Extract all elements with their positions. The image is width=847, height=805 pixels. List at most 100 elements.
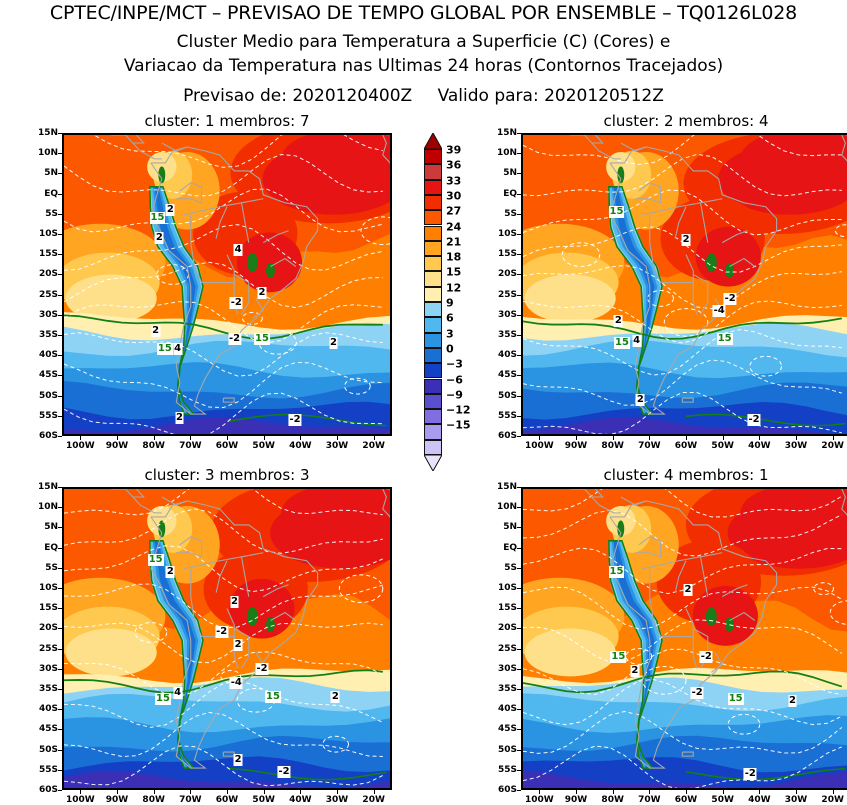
x-axis-tick-label: 40W [748,441,771,451]
x-axis-tick [227,790,228,794]
contour-label: 15 [254,333,270,346]
x-axis-tick [612,436,614,440]
x-axis-tick [80,790,82,794]
y-axis-tick-label: 15N [37,482,58,492]
y-axis-tick [58,507,62,509]
y-axis-tick-label: 45S [497,724,517,735]
x-axis-tick-label: 80W [601,441,624,451]
colorbar-tick-label: −12 [446,403,471,417]
y-axis-tick-label: 40S [38,704,58,715]
contour-label: 2 [683,584,693,596]
y-axis-tick [517,769,521,771]
colorbar-tick-label: 9 [446,296,454,310]
x-axis-tick [227,436,228,440]
contour-label: 2 [165,565,175,578]
y-axis-tick-label: 25S [497,289,517,300]
colorbar-tick-label: 30 [446,189,462,203]
y-axis-tick-label: 25S [38,289,58,300]
x-axis-tick [300,436,302,440]
colorbar-band [424,378,442,394]
y-axis-tick-label: 45S [38,370,58,381]
panel-title-cluster-1: cluster: 1 membros: 7 [144,112,310,130]
colorbar-band [424,363,442,379]
x-axis-tick [539,436,541,440]
colorbar-band [424,302,442,318]
contour-label: 2 [175,411,184,424]
x-axis-tick-label: 20W [821,441,844,451]
colorbar-band [424,424,442,440]
y-axis-tick-label: 45S [497,370,517,381]
y-axis-tick [517,487,521,488]
y-axis-tick [517,628,521,630]
map-panel-cluster-1: 15 2 2 4 2 -2 2 -2 15 15 4 2 2 -2 [62,133,392,436]
y-axis-tick-label: 50S [497,744,517,755]
subtitle-line-2: Variacao da Temperatura nas Ultimas 24 h… [123,56,724,76]
x-axis-tick-label: 80W [142,441,165,451]
y-axis-tick-label: 5S [45,208,58,219]
colorbar-band [424,225,442,241]
contour-label: 15 [716,333,733,346]
colorbar-band [424,194,442,211]
contour-label: 2 [635,393,645,406]
contour-label: 15 [155,693,171,706]
contour-label: 2 [151,324,161,337]
x-axis-tick-label: 50W [711,441,734,451]
y-axis-tick [58,314,62,316]
y-axis-tick [58,628,62,630]
y-axis-tick-label: 10S [38,229,58,239]
x-axis-tick [190,790,192,794]
y-axis-tick-label: 30S [497,663,517,674]
y-axis-tick-label: EQ [44,542,58,553]
colorbar-tick-label: 6 [446,311,454,325]
y-axis-tick-label: 20S [38,269,58,280]
colorbar-band [424,256,442,272]
x-axis-tick-label: 50W [252,441,275,451]
y-axis-tick [58,173,62,175]
contour-label: -2 [743,767,757,780]
y-axis-tick [58,153,62,155]
colorbar-band [424,317,442,333]
y-axis-tick-label: 60S [38,785,58,795]
y-axis-tick [517,213,521,215]
y-axis-tick [58,133,62,134]
map-field-cluster-1 [64,135,390,434]
contour-label: 2 [788,695,797,708]
y-axis-tick [58,709,62,711]
colorbar-tick-label: −9 [446,388,463,402]
colorbar-band [424,409,442,425]
x-axis-tick-label: 60W [674,441,698,451]
x-axis-tick [759,436,761,440]
y-axis-tick-label: 5S [504,562,517,573]
y-axis-tick-label: 15S [38,249,58,260]
y-axis-tick [58,234,62,235]
contour-label: -2 [288,413,302,426]
x-axis-tick [190,436,192,440]
page-title: CPTEC/INPE/MCT – PREVISAO DE TEMPO GLOBA… [49,2,798,24]
colorbar-band [424,179,442,195]
y-axis-tick [517,588,521,589]
colorbar-tick-label: 33 [446,174,462,188]
colorbar-band [424,164,442,180]
x-axis-tick [153,436,155,440]
contour-label: 15 [265,691,281,704]
x-axis-tick [832,436,834,440]
x-axis-tick-label: 80W [142,795,165,805]
contour-label: 15 [610,650,627,663]
contour-label: 2 [154,232,164,245]
contour-label: 15 [149,211,166,224]
y-axis-tick-label: 5N [503,168,517,179]
y-axis-tick-label: 25S [38,643,58,654]
x-axis-tick [832,790,834,794]
y-axis-tick [517,274,521,276]
y-axis-tick [58,729,62,731]
x-axis-tick-label: 30W [784,795,808,805]
colorbar-band [424,393,442,410]
colorbar-tick-label: −15 [446,418,471,432]
colorbar-tick-label: 36 [446,158,462,172]
colorbar-band [424,149,442,165]
contour-label: 4 [173,687,183,700]
contour-label: 4 [173,343,183,356]
x-axis-tick-label: 70W [179,441,202,451]
contour-label: 2 [165,203,175,216]
contour-label: -2 [255,662,269,675]
